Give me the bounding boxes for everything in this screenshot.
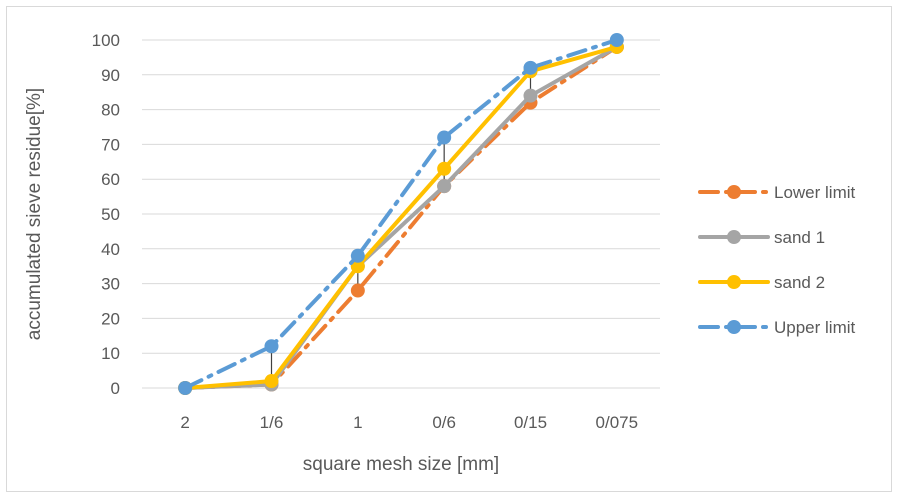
y-tick-50: 50 (101, 205, 120, 224)
y-axis-title: accumulated sieve residue[%] (24, 88, 45, 340)
x-tick-3: 0/6 (432, 413, 456, 432)
y-tick-0: 0 (111, 379, 120, 398)
gridlines (142, 40, 660, 388)
series-3-point-2 (351, 249, 365, 263)
series-2-point-3 (437, 162, 451, 176)
y-tick-10: 10 (101, 344, 120, 363)
legend-label-3: Upper limit (774, 318, 856, 337)
series-3-point-0 (178, 381, 192, 395)
legend-item-2: sand 2 (700, 273, 825, 292)
legend-item-3: Upper limit (700, 318, 856, 337)
x-tick-4: 0/15 (514, 413, 547, 432)
x-tick-1: 1/6 (260, 413, 284, 432)
y-tick-labels: 0 10 20 30 40 50 60 70 80 90 100 (92, 31, 120, 398)
legend-label-0: Lower limit (774, 183, 856, 202)
series-0-point-2 (351, 284, 365, 298)
y-tick-20: 20 (101, 309, 120, 328)
series-line-2 (185, 47, 617, 388)
y-tick-100: 100 (92, 31, 120, 50)
x-tick-labels: 2 1/6 1 0/6 0/15 0/075 (180, 413, 638, 432)
legend-swatch-marker-0 (727, 185, 741, 199)
series-1-point-4 (524, 89, 538, 103)
series-3-point-1 (265, 339, 279, 353)
legend-swatch-marker-1 (727, 230, 741, 244)
legend-swatch-marker-2 (727, 275, 741, 289)
series-1-point-3 (437, 179, 451, 193)
y-tick-90: 90 (101, 66, 120, 85)
legend-swatch-marker-3 (727, 320, 741, 334)
legend-item-0: Lower limit (700, 183, 856, 202)
series-3-point-3 (437, 130, 451, 144)
series-3-point-4 (524, 61, 538, 75)
x-tick-5: 0/075 (596, 413, 639, 432)
series-3-point-5 (610, 33, 624, 47)
y-tick-30: 30 (101, 275, 120, 294)
y-tick-60: 60 (101, 170, 120, 189)
high-low-lines (272, 40, 617, 385)
y-tick-40: 40 (101, 240, 120, 259)
x-axis-title: square mesh size [mm] (303, 454, 499, 475)
series-2 (178, 40, 624, 395)
x-tick-2: 1 (353, 413, 362, 432)
series-2-point-1 (265, 374, 279, 388)
legend-label-2: sand 2 (774, 273, 825, 292)
legend-label-1: sand 1 (774, 228, 825, 247)
x-tick-0: 2 (180, 413, 189, 432)
y-tick-70: 70 (101, 135, 120, 154)
legend-item-1: sand 1 (700, 228, 825, 247)
legend: Lower limit sand 1 sand 2 Upper limit (700, 183, 856, 337)
y-tick-80: 80 (101, 101, 120, 120)
